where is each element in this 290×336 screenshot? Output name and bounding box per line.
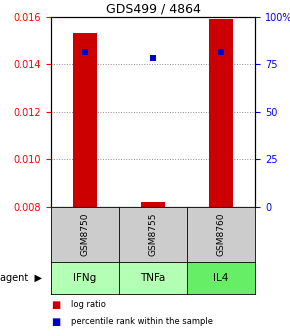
Text: ■: ■ xyxy=(51,300,60,310)
Text: GSM8760: GSM8760 xyxy=(217,213,226,256)
Bar xyxy=(141,202,165,207)
Text: GSM8750: GSM8750 xyxy=(80,213,89,256)
Text: GSM8755: GSM8755 xyxy=(148,213,157,256)
Bar xyxy=(209,19,233,207)
Text: ■: ■ xyxy=(51,317,60,327)
Text: TNFa: TNFa xyxy=(140,273,166,283)
Text: IFNg: IFNg xyxy=(73,273,97,283)
Text: log ratio: log ratio xyxy=(71,300,106,309)
Text: percentile rank within the sample: percentile rank within the sample xyxy=(71,317,213,326)
Text: agent  ▶: agent ▶ xyxy=(0,273,42,283)
Text: IL4: IL4 xyxy=(213,273,229,283)
Bar xyxy=(73,33,97,207)
Title: GDS499 / 4864: GDS499 / 4864 xyxy=(106,3,200,16)
